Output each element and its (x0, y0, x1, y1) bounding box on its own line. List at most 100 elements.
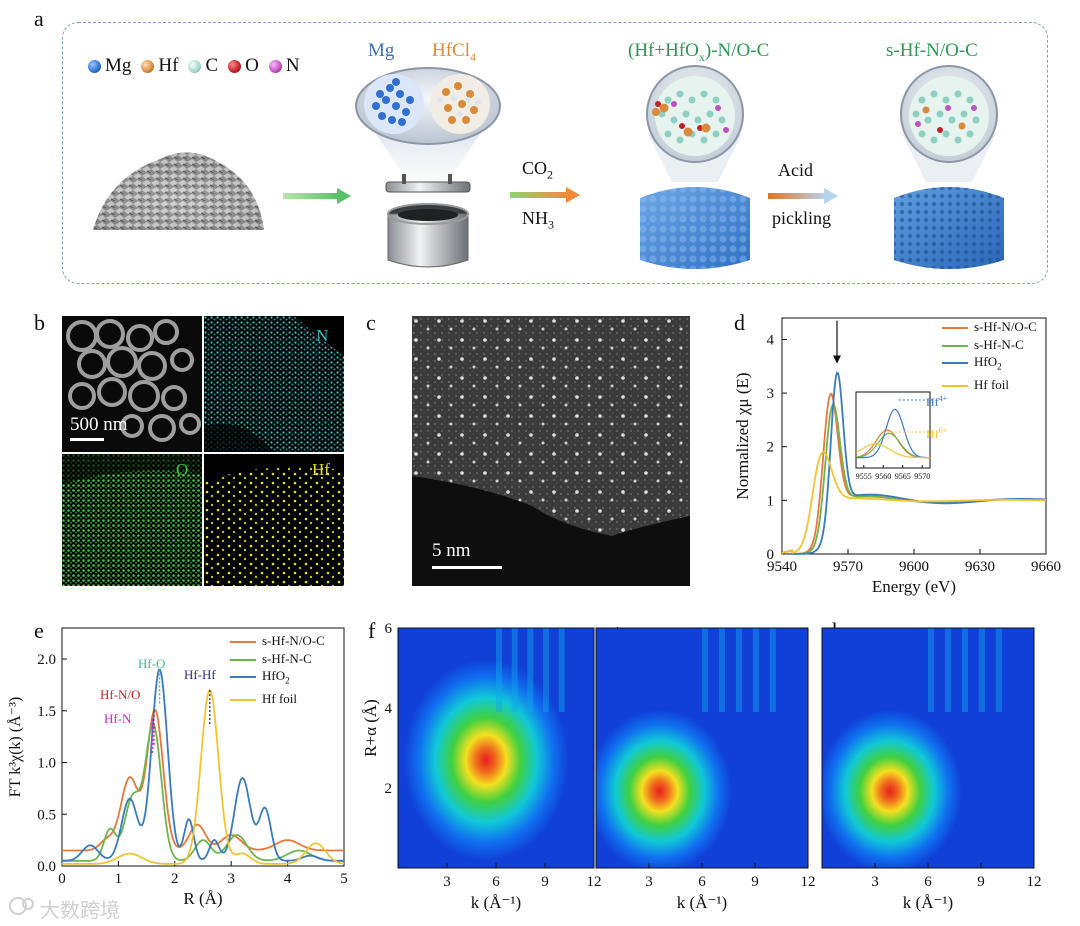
panel-label-c: c (366, 310, 376, 335)
y-tick-label: 2.0 (37, 652, 56, 668)
legend-text: s-Hf-N/O-C (974, 319, 1037, 334)
mg-flakes-image (93, 152, 264, 230)
stage2-structure-image (640, 65, 750, 269)
y-axis-label: Normalized χμ (E) (733, 372, 752, 499)
y-tick-label: 6 (385, 622, 393, 637)
x-axis-label: R (Å) (183, 889, 222, 908)
stage2-title-sub: x (698, 49, 705, 64)
hf-dot-icon (141, 59, 155, 73)
x-axis-label: k (Å⁻¹) (677, 893, 727, 912)
wavelet-streak (511, 628, 518, 712)
eds-map-o (62, 454, 202, 586)
n-dot-icon (268, 59, 282, 73)
legend-text: HfO (974, 354, 998, 369)
inset-series-line (855, 443, 930, 459)
legend-item: Hf foil (942, 376, 1037, 394)
co-text: CO (522, 158, 548, 178)
annotation-hf-n: Hf-N (104, 711, 132, 726)
y-tick-label: 4 (385, 701, 393, 717)
eds-hf-label: Hf (312, 460, 330, 479)
y-tick-label: 0.5 (37, 807, 56, 823)
hfcl-text: HfCl (432, 40, 470, 61)
x-tick-label: 3 (645, 874, 653, 890)
legend-text: s-Hf-N-C (974, 336, 1024, 352)
stage3-structure-image (894, 65, 1004, 269)
inset-hf0-label: Hf0+ (926, 426, 947, 442)
x-tick-label: 12 (1027, 874, 1042, 890)
legend-item: HfO2 (942, 353, 1037, 376)
stage2-title-b: )-N/O-C (704, 40, 770, 61)
legend-mg: Mg (105, 55, 132, 76)
c-dot-icon (188, 59, 202, 73)
legend-text: HfO (262, 668, 286, 683)
stage2-title-a: (Hf+HfO (628, 40, 699, 61)
annotation-hf-o: Hf-O (138, 656, 166, 671)
watermark: 大数跨境 (40, 898, 120, 922)
y-tick-label: 1 (767, 493, 775, 509)
plot-frame (61, 627, 345, 867)
eds-o-label: O (176, 460, 189, 479)
x-tick-label: 9 (751, 874, 759, 890)
process-arrow-2 (510, 187, 580, 203)
eds-n-label: N (316, 326, 329, 345)
wavelet-streak (769, 628, 776, 712)
wavelet-streak (978, 628, 985, 712)
legend-item: HfO2 (230, 667, 325, 690)
hfcl4-label: HfCl4 (432, 40, 476, 65)
wavelet-plot-h: 3 6 9 12 k (Å⁻¹) (821, 627, 1042, 912)
panel-label-f: f (368, 618, 376, 643)
wavelet-plot-f: 3 6 9 12 k (Å⁻¹) 2 4 6 R+α (Å) (361, 622, 602, 912)
annotation-hf-hf: Hf-Hf (184, 667, 216, 682)
x-tick-label: 3 (443, 874, 451, 890)
stem-scale-bar-label: 5 nm (432, 540, 471, 561)
x-tick-label: 9 (977, 874, 985, 890)
inset-hf4-text: Hf (926, 395, 939, 409)
nh-subscript: 3 (548, 217, 554, 232)
x-tick-label: 9 (541, 874, 549, 890)
wavelet-intensity (596, 628, 808, 868)
x-tick-label: 9570 (833, 559, 863, 575)
peak-arrow-head (833, 355, 841, 364)
nh3-label: NH3 (522, 208, 554, 233)
stage2-title: (Hf+HfOx)-N/O-C (628, 40, 769, 65)
y-axis-label: FT k³χ(k) (Å⁻³) (6, 697, 24, 797)
xanes-legend: s-Hf-N/O-C s-Hf-N-C HfO2 Hf foil (942, 318, 1037, 394)
x-axis-label: Energy (eV) (872, 577, 956, 596)
panel-label-e: e (34, 618, 44, 643)
x-tick-label: 12 (801, 874, 816, 890)
x-tick-label: 0 (58, 871, 66, 887)
inset-hf4-sup: 4+ (938, 394, 948, 403)
x-tick-label: 5 (340, 871, 348, 887)
haadf-stem-image (412, 316, 690, 586)
wavelet-streak (752, 628, 759, 712)
wavelet-streak (496, 628, 502, 712)
mg-label: Mg (368, 40, 395, 61)
x-tick-label: 6 (492, 874, 500, 890)
y-tick-label: 3 (767, 386, 775, 402)
x-tick-label: 9600 (899, 559, 929, 575)
inset-hf4-label: Hf4+ (926, 394, 947, 410)
panel-a-frame (62, 22, 1048, 284)
wavelet-intensity (398, 628, 594, 868)
x-tick-label: 1 (115, 871, 123, 887)
x-axis-label: k (Å⁻¹) (903, 893, 953, 912)
watermark-logo-icon (9, 897, 34, 915)
process-arrow-1 (283, 188, 351, 204)
inset-x-tick-label: 9555 (856, 472, 872, 481)
inset-series-line (855, 432, 930, 459)
inset-hf0-sup: 0+ (938, 426, 948, 435)
eds-map-n (204, 316, 344, 452)
x-tick-label: 6 (698, 874, 706, 890)
legend-text: Hf foil (974, 377, 1010, 393)
legend-item: s-Hf-N/O-C (942, 318, 1037, 336)
y-tick-label: 0.0 (37, 859, 56, 875)
legend-n: N (285, 55, 300, 76)
xanes-chart: 9540 9570 9600 9630 9660 0 1 2 3 4 Energy (eV) Norm… (733, 317, 1061, 596)
legend-text: Hf foil (262, 691, 298, 707)
y-tick-label: 2 (385, 781, 393, 797)
y-tick-label: 0 (767, 547, 775, 563)
annotation-hf-no: Hf-N/O (100, 687, 141, 702)
legend-hf: Hf (158, 55, 179, 76)
series-line (62, 688, 345, 865)
y-tick-label: 2 (767, 440, 775, 456)
